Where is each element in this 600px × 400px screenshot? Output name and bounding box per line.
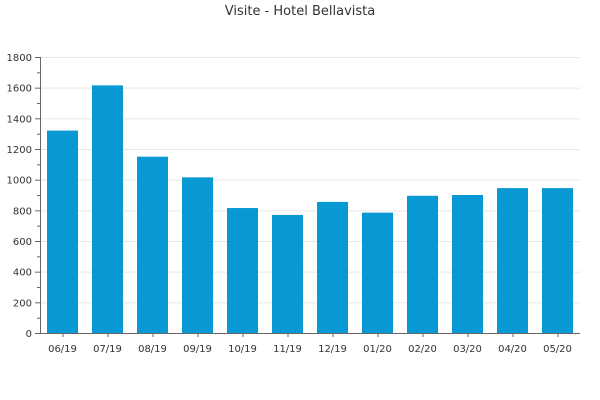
y-tick-label: 200 [13,298,32,309]
bar [92,85,123,333]
chart-title: Visite - Hotel Bellavista [224,4,376,19]
x-tick-label: 07/19 [93,344,122,355]
y-tick-label: 1800 [7,53,32,64]
y-tick-label: 800 [13,206,32,217]
bar [47,130,78,333]
bar [452,195,483,333]
y-tick-label: 0 [26,329,32,340]
bar [317,201,348,333]
x-tick-label: 03/20 [453,344,482,355]
x-tick-label: 12/19 [318,344,347,355]
bar [182,177,213,333]
y-tick-label: 1400 [7,114,32,125]
bar [137,156,168,333]
y-tick-label: 600 [13,237,32,248]
x-tick-label: 10/19 [228,344,257,355]
y-tick-label: 1600 [7,84,32,95]
y-tick-label: 1000 [7,176,32,187]
bar [227,208,258,333]
bar [497,188,528,333]
x-tick-label: 11/19 [273,344,302,355]
bar [272,214,303,333]
x-tick-label: 02/20 [408,344,437,355]
bar [407,195,438,333]
x-tick-label: 04/20 [498,344,527,355]
x-tick-label: 05/20 [543,344,572,355]
x-tick-label: 06/19 [48,344,77,355]
bar [542,188,573,333]
bar [362,212,393,333]
x-tick-label: 08/19 [138,344,167,355]
x-tick-label: 01/20 [363,344,392,355]
y-tick-label: 400 [13,268,32,279]
x-tick-label: 09/19 [183,344,212,355]
y-tick-label: 1200 [7,145,32,156]
